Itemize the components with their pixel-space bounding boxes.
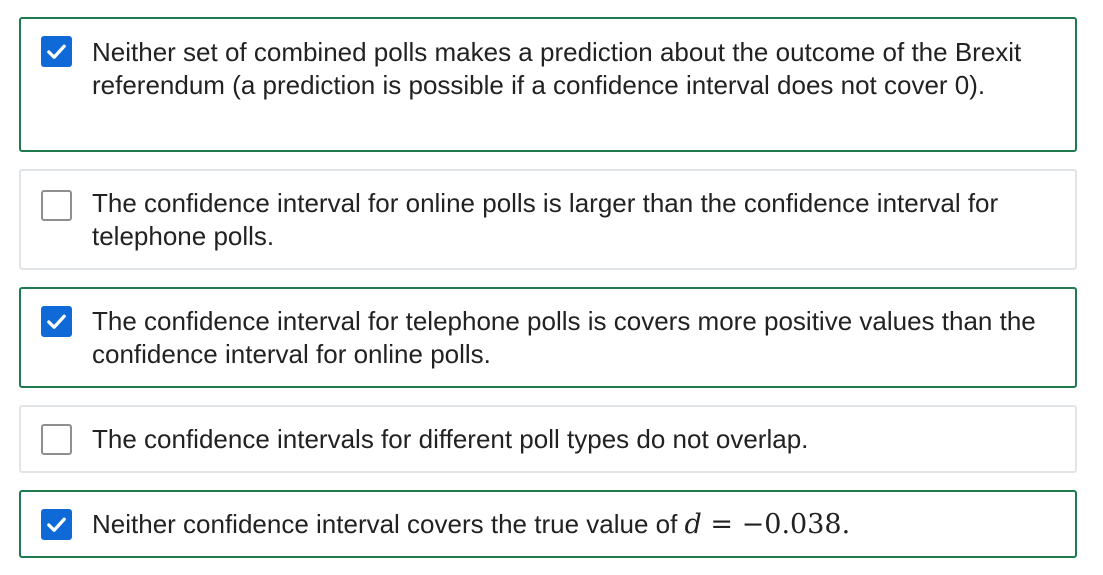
checkmark-icon <box>47 517 66 532</box>
answer-option-4[interactable]: The confidence intervals for different p… <box>19 405 1077 473</box>
checkbox-4[interactable] <box>41 424 72 455</box>
math-value: −0.038 <box>741 509 842 540</box>
answer-option-3[interactable]: The confidence interval for telephone po… <box>19 287 1077 388</box>
checkbox-5[interactable] <box>41 509 72 540</box>
checkbox-3[interactable] <box>41 306 72 337</box>
math-expression: d = −0.038. <box>685 509 851 540</box>
option-label-5-text: Neither confidence interval covers the t… <box>92 509 685 539</box>
answer-option-2[interactable]: The confidence interval for online polls… <box>19 169 1077 270</box>
option-label-4: The confidence intervals for different p… <box>92 424 809 454</box>
checkbox-2[interactable] <box>41 190 72 221</box>
option-label-5: Neither confidence interval covers the t… <box>92 508 1055 541</box>
option-label-2: The confidence interval for online polls… <box>92 188 999 251</box>
checkmark-icon <box>47 314 66 329</box>
math-operator: = <box>701 509 742 540</box>
checkmark-icon <box>47 44 66 59</box>
answer-options-list: Neither set of combined polls makes a pr… <box>19 17 1077 575</box>
option-label-1: Neither set of combined polls makes a pr… <box>92 37 1022 100</box>
math-variable: d <box>684 509 702 540</box>
checkbox-1[interactable] <box>41 36 72 67</box>
option-label-3: The confidence interval for telephone po… <box>92 306 1036 369</box>
math-suffix: . <box>841 509 851 540</box>
answer-option-1[interactable]: Neither set of combined polls makes a pr… <box>19 17 1077 152</box>
answer-option-5[interactable]: Neither confidence interval covers the t… <box>19 490 1077 558</box>
